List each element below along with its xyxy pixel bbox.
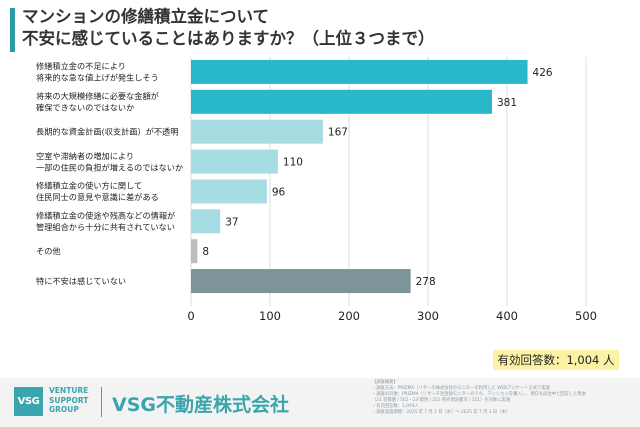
footer	[0, 378, 640, 427]
bar	[191, 239, 198, 264]
value-labels: 426 381 167 110 96 37 8 278	[202, 67, 553, 288]
x-tick-label: 300	[417, 309, 439, 323]
survey-note-line: （21 首都圏 / 502・23 関西 / 251 県外現況都市 / 251）を…	[372, 398, 511, 403]
logo-subtext: VENTURE SUPPORT GROUP	[49, 386, 88, 415]
x-tick-label: 200	[338, 309, 360, 323]
category-label: 特に不安は感じていない	[36, 276, 126, 286]
bar	[191, 149, 278, 174]
x-tick-label: 0	[187, 309, 194, 323]
value-label: 96	[272, 186, 286, 198]
company-name: VSG不動産株式会社	[112, 394, 289, 416]
survey-note-line: ・調査の対象：PRIZMA（リサーチ社登録モニターのうち、マンションを購入し、現…	[372, 392, 587, 397]
category-label: 一部の住民の負担が増えるのではないか	[36, 162, 183, 172]
x-tick-label: 100	[259, 309, 281, 323]
category-labels: 修繕積立金の不足により将来的な急な値上げが発生しそう将来の大規模修繕に必要な金額…	[36, 61, 183, 286]
survey-note-line: ・調査方法：PRIZMA（リサーチ株式会社のモニターを利用した WEBアンケート…	[372, 386, 550, 391]
value-label: 167	[328, 127, 348, 139]
x-axis-ticks: 0 100 200 300 400 500	[187, 309, 597, 323]
bar	[191, 119, 323, 144]
category-label: 空室や滞納者の増加により	[36, 151, 134, 161]
category-label: 住民同士の意見や意識に差がある	[36, 192, 159, 202]
survey-note-line: 【調査概要】	[372, 380, 398, 385]
category-label: 確保できないのではないか	[36, 103, 134, 113]
value-label: 8	[202, 246, 209, 258]
category-label: 修繕積立金の不足により	[36, 61, 126, 71]
bar	[191, 59, 528, 84]
category-label: その他	[36, 246, 61, 256]
bar	[191, 269, 411, 294]
total-respondents-badge: 有効回答数：1,004 人	[493, 350, 619, 370]
bar	[191, 89, 492, 114]
value-label: 426	[533, 67, 553, 79]
category-label: 修繕積立金の使途や残高などの情報が	[36, 211, 175, 221]
category-label: 将来の大規模修繕に必要な金額が	[36, 91, 159, 101]
logo-sub-line: SUPPORT	[49, 395, 89, 405]
chart-title-line2: 不安に感じていることはありますか？（上位３つまで）	[22, 29, 435, 48]
survey-note-line: ・有効回答数：1,004人	[372, 404, 419, 409]
value-label: 37	[225, 216, 238, 228]
chart-title-line1: マンションの修繕積立金について	[22, 7, 270, 26]
x-tick-label: 400	[496, 309, 518, 323]
bar	[191, 179, 267, 204]
value-label: 110	[283, 157, 303, 169]
survey-notes: 【調査概要】 ・調査方法：PRIZMA（リサーチ株式会社のモニターを利用した W…	[372, 380, 634, 416]
value-label: 278	[416, 276, 436, 288]
category-label: 長期的な資金計画(収支計画）が不透明	[36, 127, 178, 137]
title-accent-bar	[10, 8, 15, 52]
logo-sub-line: VENTURE	[49, 386, 89, 395]
x-tick-label: 500	[575, 309, 597, 323]
category-label: 管理組合から十分に共有されていない	[36, 222, 175, 232]
bars	[191, 59, 528, 294]
category-label: 修繕積立金の使い方に関して	[36, 181, 142, 191]
vsg-logo-icon: VSG	[14, 387, 43, 416]
survey-note-line: ・調査実施期間：2025 年 7 月 2 日（水）～ 2025 年 7 月 3 …	[372, 410, 511, 415]
chart-title: マンションの修繕積立金について 不安に感じていることはありますか？（上位３つまで…	[22, 6, 435, 50]
category-label: 将来的な急な値上げが発生しそう	[36, 73, 159, 83]
bar	[191, 209, 221, 234]
logo-sub-line: GROUP	[49, 405, 79, 414]
logo-divider	[101, 387, 102, 417]
value-label: 381	[497, 97, 517, 109]
